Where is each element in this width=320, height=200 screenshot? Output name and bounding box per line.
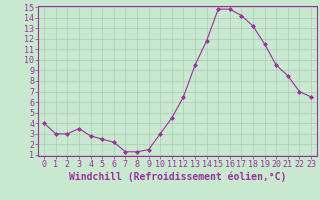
X-axis label: Windchill (Refroidissement éolien,°C): Windchill (Refroidissement éolien,°C) — [69, 172, 286, 182]
